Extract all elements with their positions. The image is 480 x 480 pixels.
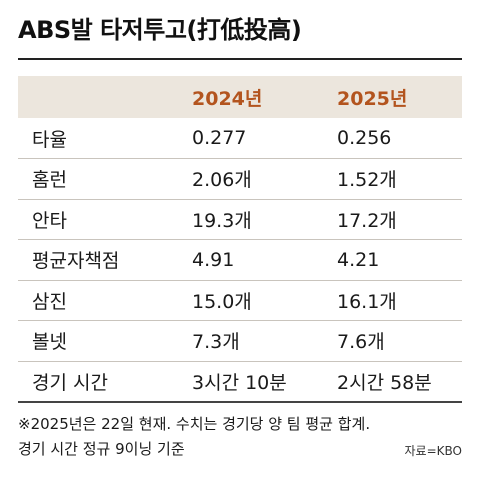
table-row: 타율 0.277 0.256 — [18, 118, 462, 159]
row-label: 경기 시간 — [32, 371, 108, 394]
table-row: 안타 19.3개 17.2개 — [18, 199, 462, 240]
row-label: 평균자책점 — [32, 250, 120, 273]
value-2025: 1.52개 — [337, 169, 397, 192]
row-label: 볼넷 — [32, 331, 67, 354]
stats-table: 2024년 2025년 타율 0.277 0.256 홈런 2.06개 1.52… — [18, 76, 462, 403]
table-row: 홈런 2.06개 1.52개 — [18, 159, 462, 199]
value-2025: 7.6개 — [337, 331, 385, 354]
header-empty — [18, 76, 192, 118]
value-2025: 0.256 — [337, 127, 392, 149]
footnote: ※2025년은 22일 현재. 수치는 경기당 양 팀 평균 합계. 경기 시간… — [18, 412, 370, 462]
value-2024: 4.91 — [192, 248, 235, 271]
value-2024: 7.3개 — [192, 331, 240, 354]
value-2025: 2시간 58분 — [337, 371, 432, 394]
row-label: 홈런 — [32, 169, 67, 192]
table-header-row: 2024년 2025년 — [18, 76, 462, 118]
value-2024: 15.0개 — [192, 290, 252, 313]
row-label: 타율 — [32, 128, 67, 151]
row-label: 삼진 — [32, 290, 67, 313]
chart-title: ABS발 타저투고(打低投高) — [18, 16, 302, 44]
header-2024: 2024년 — [192, 87, 263, 110]
table-row: 경기 시간 3시간 10분 2시간 58분 — [18, 361, 462, 402]
value-2025: 17.2개 — [337, 209, 397, 232]
source-credit: 자료=KBO — [404, 444, 462, 458]
table-row: 볼넷 7.3개 7.6개 — [18, 321, 462, 361]
table-row: 평균자책점 4.91 4.21 — [18, 240, 462, 280]
value-2024: 2.06개 — [192, 169, 252, 192]
value-2025: 4.21 — [337, 248, 380, 271]
title-divider — [18, 58, 462, 60]
value-2024: 19.3개 — [192, 209, 252, 232]
footnote-line-2: 경기 시간 정규 9이닝 기준 — [18, 440, 185, 458]
footnote-line-1: ※2025년은 22일 현재. 수치는 경기당 양 팀 평균 합계. — [18, 415, 371, 433]
value-2025: 16.1개 — [337, 290, 397, 313]
value-2024: 3시간 10분 — [192, 371, 287, 394]
row-label: 안타 — [32, 209, 67, 232]
table-row: 삼진 15.0개 16.1개 — [18, 280, 462, 321]
value-2024: 0.277 — [192, 127, 247, 149]
header-2025: 2025년 — [337, 87, 408, 110]
